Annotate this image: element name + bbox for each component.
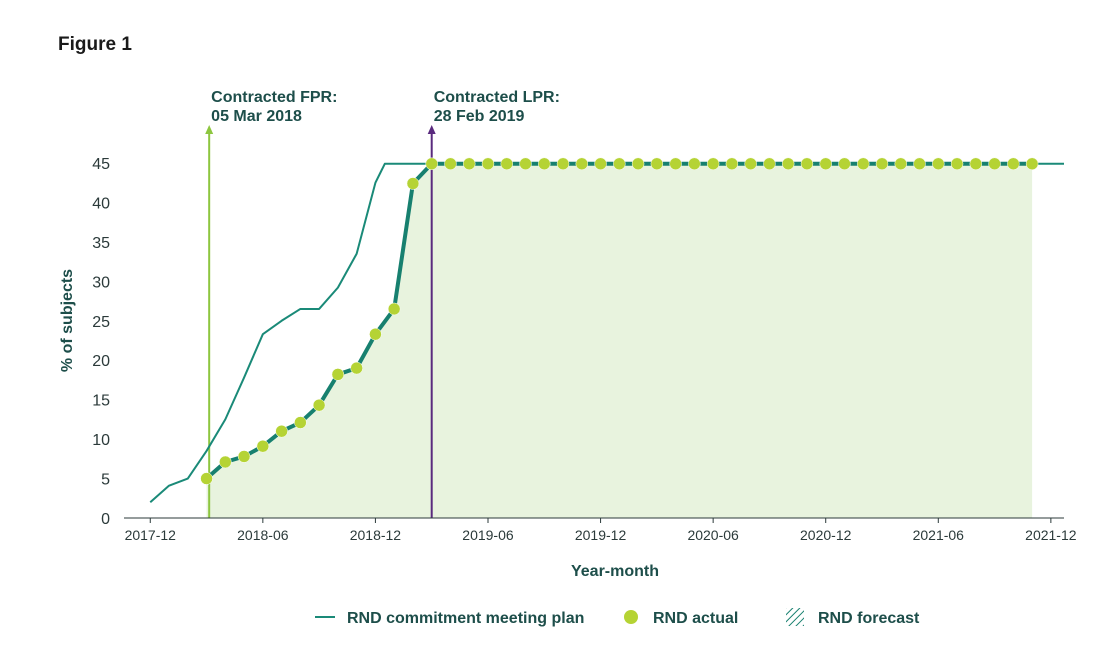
legend-forecast-label: RND forecast xyxy=(818,610,920,627)
x-tick-label: 2017-12 xyxy=(125,527,177,543)
y-tick-label: 15 xyxy=(92,393,110,410)
actual-series-layer xyxy=(200,157,1039,485)
actual-point xyxy=(594,157,607,171)
actual-point xyxy=(781,157,795,171)
actual-point xyxy=(725,157,739,171)
y-tick-label: 5 xyxy=(101,472,110,489)
figure-title: Figure 1 xyxy=(58,34,132,55)
actual-point xyxy=(650,157,664,171)
y-tick-label: 40 xyxy=(92,195,110,212)
actual-point xyxy=(613,157,626,171)
fpr-label: Contracted FPR: xyxy=(211,89,337,106)
actual-point xyxy=(575,157,589,171)
lpr-date: 28 Feb 2019 xyxy=(434,108,525,125)
actual-point xyxy=(406,177,420,190)
y-tick-label: 30 xyxy=(92,274,110,291)
actual-point xyxy=(350,361,363,375)
actual-point xyxy=(425,157,438,171)
actual-point xyxy=(237,450,251,463)
contract-lines-layer: Contracted FPR: 05 Mar 2018 Contracted LPR… xyxy=(205,89,560,518)
actual-point xyxy=(444,157,457,171)
actual-point xyxy=(932,157,945,171)
actual-point xyxy=(819,157,832,171)
actual-point xyxy=(256,439,270,453)
x-tick-label: 2021-06 xyxy=(913,527,965,543)
actual-point xyxy=(838,157,851,171)
actual-point xyxy=(631,157,645,171)
actual-point xyxy=(950,157,964,171)
actual-point xyxy=(387,302,401,316)
legend-actual-swatch xyxy=(624,610,638,624)
y-tick-label: 10 xyxy=(92,432,110,449)
actual-point xyxy=(556,157,570,171)
x-tick-label: 2021-12 xyxy=(1025,527,1077,543)
actual-point xyxy=(744,157,757,171)
actual-point xyxy=(706,157,720,171)
actual-point xyxy=(969,157,983,171)
forecast-area xyxy=(206,163,1033,519)
actual-point xyxy=(800,157,814,171)
x-tick-label: 2020-06 xyxy=(687,527,739,543)
actual-point xyxy=(538,157,551,171)
legend: RND commitment meeting plan RND actual RND… xyxy=(315,608,920,627)
actual-point xyxy=(275,424,288,438)
y-tick-label: 25 xyxy=(92,314,110,331)
actual-point xyxy=(894,157,908,171)
x-tick-label: 2019-06 xyxy=(462,527,514,543)
y-tick-label: 45 xyxy=(92,156,110,173)
actual-point xyxy=(856,157,870,171)
axes-layer: 0 5 10 15 20 25 30 35 40 45 2017-12 2018-06 2018-12 2… xyxy=(59,156,1077,580)
fpr-arrowhead xyxy=(205,125,214,134)
actual-point xyxy=(1025,157,1039,171)
actual-point xyxy=(369,327,382,341)
actual-point xyxy=(481,157,495,171)
actual-point xyxy=(913,157,926,171)
actual-point xyxy=(312,398,326,412)
actual-point xyxy=(331,368,345,381)
lpr-arrowhead xyxy=(427,125,436,134)
legend-plan-label: RND commitment meeting plan xyxy=(347,610,584,627)
actual-point xyxy=(219,455,232,469)
actual-point xyxy=(462,157,476,171)
legend-forecast-swatch xyxy=(786,608,804,626)
actual-point xyxy=(294,416,307,429)
actual-point xyxy=(763,157,776,171)
y-tick-label: 20 xyxy=(92,353,110,370)
legend-actual-label: RND actual xyxy=(653,610,738,627)
lpr-label: Contracted LPR: xyxy=(434,89,560,106)
actual-point xyxy=(200,472,213,485)
actual-point xyxy=(875,157,889,171)
fpr-date: 05 Mar 2018 xyxy=(211,108,302,125)
actual-point xyxy=(688,157,701,171)
x-tick-label: 2018-06 xyxy=(237,527,289,543)
actual-point xyxy=(988,157,1001,171)
x-axis-label: Year-month xyxy=(571,563,659,580)
actual-point xyxy=(1007,157,1020,171)
actual-point xyxy=(669,157,682,171)
actual-point xyxy=(500,157,514,171)
forecast-area-layer xyxy=(206,163,1033,519)
y-axis-label: % of subjects xyxy=(59,269,76,372)
y-tick-label: 0 xyxy=(101,511,110,528)
actual-point xyxy=(519,157,532,171)
x-tick-label: 2018-12 xyxy=(350,527,402,543)
y-tick-label: 35 xyxy=(92,235,110,252)
x-tick-label: 2020-12 xyxy=(800,527,852,543)
x-tick-label: 2019-12 xyxy=(575,527,627,543)
